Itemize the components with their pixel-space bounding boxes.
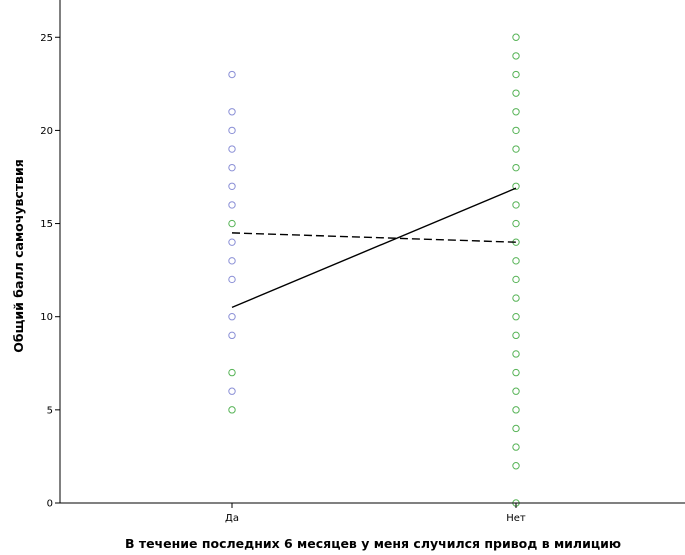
data-point xyxy=(512,331,520,340)
y-tick-label: 25 xyxy=(40,33,53,44)
data-point xyxy=(512,70,520,79)
axes-layer: 0 5 10 15 20 25 Да Нет xyxy=(40,0,685,524)
y-tick-label: 0 xyxy=(47,499,53,510)
data-point xyxy=(512,182,520,190)
data-point xyxy=(228,238,236,246)
data-point xyxy=(512,126,520,135)
y-tick-label: 10 xyxy=(40,312,53,323)
data-point xyxy=(228,257,236,265)
data-point xyxy=(512,387,520,395)
data-point xyxy=(512,313,520,321)
data-point xyxy=(228,145,236,153)
x-tick-label: Нет xyxy=(506,513,526,524)
data-point xyxy=(512,33,520,41)
data-point xyxy=(512,108,520,116)
data-point xyxy=(512,89,520,97)
y-axis-title: Общий балл самочувствия xyxy=(11,159,26,353)
y-tick-label: 15 xyxy=(40,219,53,230)
data-point xyxy=(512,201,520,209)
data-point xyxy=(228,163,236,172)
data-point xyxy=(512,424,520,433)
data-point xyxy=(228,182,236,190)
data-point xyxy=(512,145,520,153)
data-point xyxy=(512,52,520,60)
y-tick-label: 20 xyxy=(40,126,53,137)
data-point xyxy=(228,70,236,79)
data-point xyxy=(228,331,236,340)
data-point xyxy=(228,219,236,228)
points-layer xyxy=(228,33,520,507)
data-point xyxy=(512,368,520,377)
data-point xyxy=(512,163,520,172)
data-point xyxy=(228,108,236,116)
x-tick-label: Да xyxy=(225,513,239,524)
data-point xyxy=(512,462,520,470)
data-point xyxy=(228,313,236,321)
data-point xyxy=(512,350,520,358)
data-point xyxy=(228,387,236,395)
data-point xyxy=(228,126,236,135)
data-point xyxy=(228,406,236,414)
solid-fit-line xyxy=(231,187,517,309)
y-tick-label: 5 xyxy=(47,405,53,416)
data-point xyxy=(228,275,236,284)
data-point xyxy=(228,201,236,209)
data-point xyxy=(512,443,520,451)
data-point xyxy=(512,294,520,302)
x-axis-title: В течение последних 6 месяцев у меня слу… xyxy=(125,536,621,551)
data-point xyxy=(228,368,236,377)
data-point xyxy=(512,275,520,284)
data-point xyxy=(512,406,520,414)
data-point xyxy=(512,257,520,265)
data-point xyxy=(512,219,520,228)
fit-lines-layer xyxy=(231,187,517,309)
